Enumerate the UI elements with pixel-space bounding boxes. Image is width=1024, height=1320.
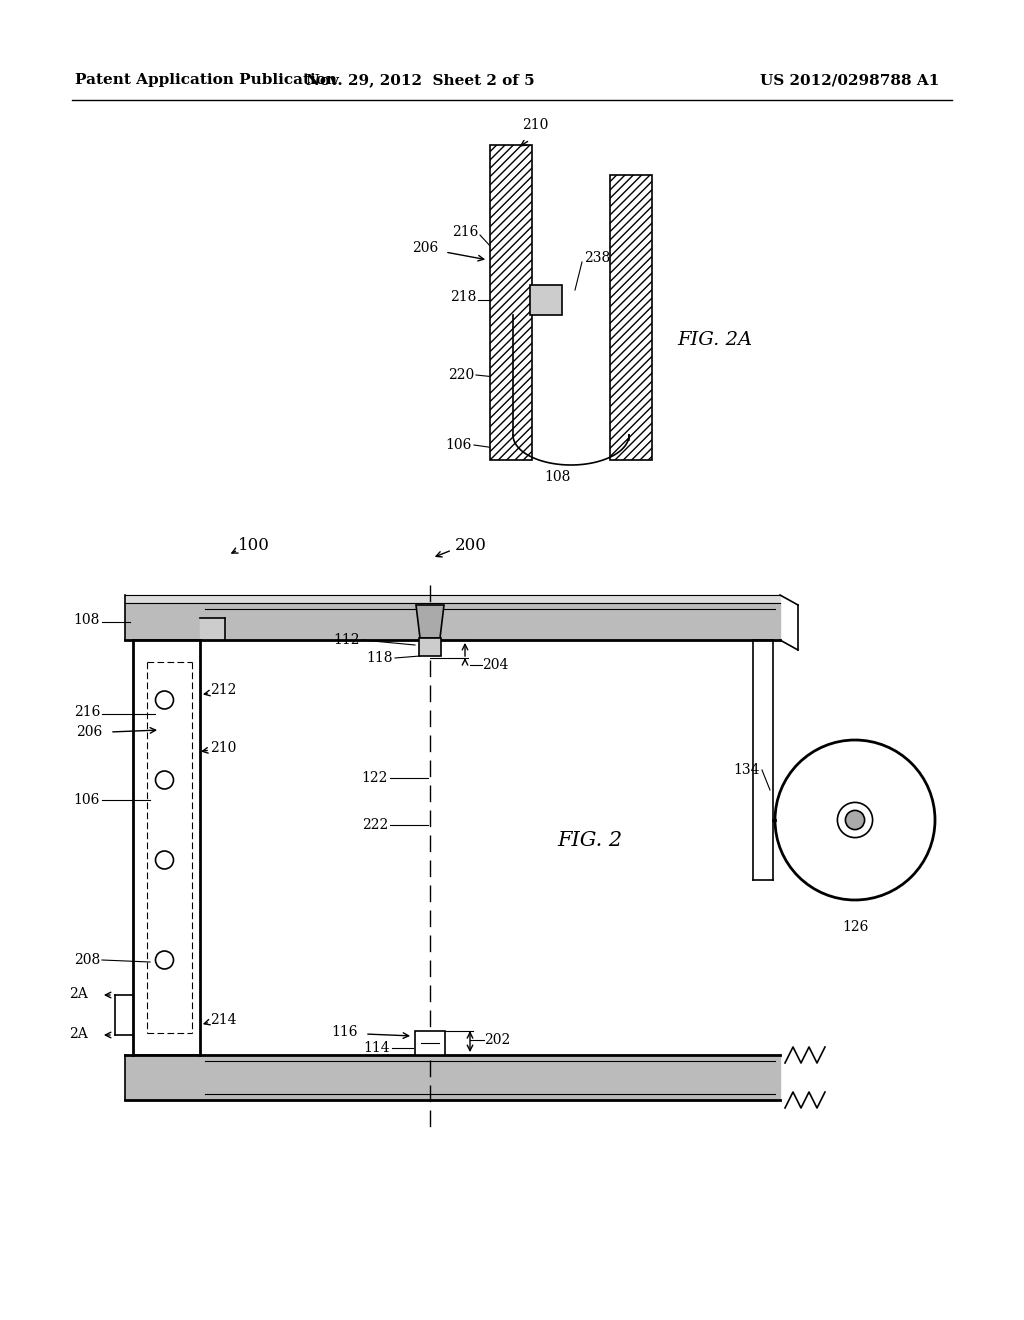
Text: 218: 218 xyxy=(450,290,476,304)
Text: 212: 212 xyxy=(210,682,237,697)
Text: 210: 210 xyxy=(522,117,548,132)
Text: 222: 222 xyxy=(361,818,388,832)
Text: 216: 216 xyxy=(452,224,478,239)
Text: 126: 126 xyxy=(842,920,868,935)
Text: 108: 108 xyxy=(74,612,100,627)
Text: 208: 208 xyxy=(74,953,100,968)
Circle shape xyxy=(156,771,173,789)
Text: 100: 100 xyxy=(238,536,270,553)
Text: 2A: 2A xyxy=(69,1027,87,1041)
Bar xyxy=(530,285,562,315)
Text: 108: 108 xyxy=(544,470,570,484)
Text: Nov. 29, 2012  Sheet 2 of 5: Nov. 29, 2012 Sheet 2 of 5 xyxy=(306,73,535,87)
Text: Patent Application Publication: Patent Application Publication xyxy=(75,73,337,87)
Circle shape xyxy=(846,810,864,829)
Text: 202: 202 xyxy=(484,1034,510,1047)
Bar xyxy=(490,145,532,459)
Text: 112: 112 xyxy=(334,634,360,647)
Text: 106: 106 xyxy=(74,793,100,807)
Text: 122: 122 xyxy=(361,771,388,785)
Text: 2A: 2A xyxy=(69,987,87,1001)
Text: 106: 106 xyxy=(445,438,472,451)
Text: 114: 114 xyxy=(364,1041,390,1055)
Text: 200: 200 xyxy=(455,536,486,553)
Text: US 2012/0298788 A1: US 2012/0298788 A1 xyxy=(760,73,939,87)
Text: 206: 206 xyxy=(412,242,438,255)
Text: FIG. 2: FIG. 2 xyxy=(557,830,623,850)
Circle shape xyxy=(156,690,173,709)
Text: 116: 116 xyxy=(332,1026,358,1039)
Text: 216: 216 xyxy=(74,705,100,719)
Circle shape xyxy=(156,950,173,969)
Text: 118: 118 xyxy=(367,651,393,665)
Circle shape xyxy=(775,741,935,900)
Polygon shape xyxy=(416,605,444,638)
Bar xyxy=(419,638,441,656)
Circle shape xyxy=(156,851,173,869)
Text: 210: 210 xyxy=(210,741,237,755)
Text: 206: 206 xyxy=(76,725,102,739)
Text: FIG. 2A: FIG. 2A xyxy=(678,331,753,348)
Text: 214: 214 xyxy=(210,1012,237,1027)
Bar xyxy=(610,176,652,459)
Text: 204: 204 xyxy=(482,657,508,672)
Text: 238: 238 xyxy=(584,251,610,265)
Circle shape xyxy=(838,803,872,838)
Bar xyxy=(610,176,652,459)
Bar xyxy=(415,1031,445,1055)
Bar xyxy=(490,145,532,459)
Text: 134: 134 xyxy=(733,763,760,777)
Text: 220: 220 xyxy=(447,368,474,381)
